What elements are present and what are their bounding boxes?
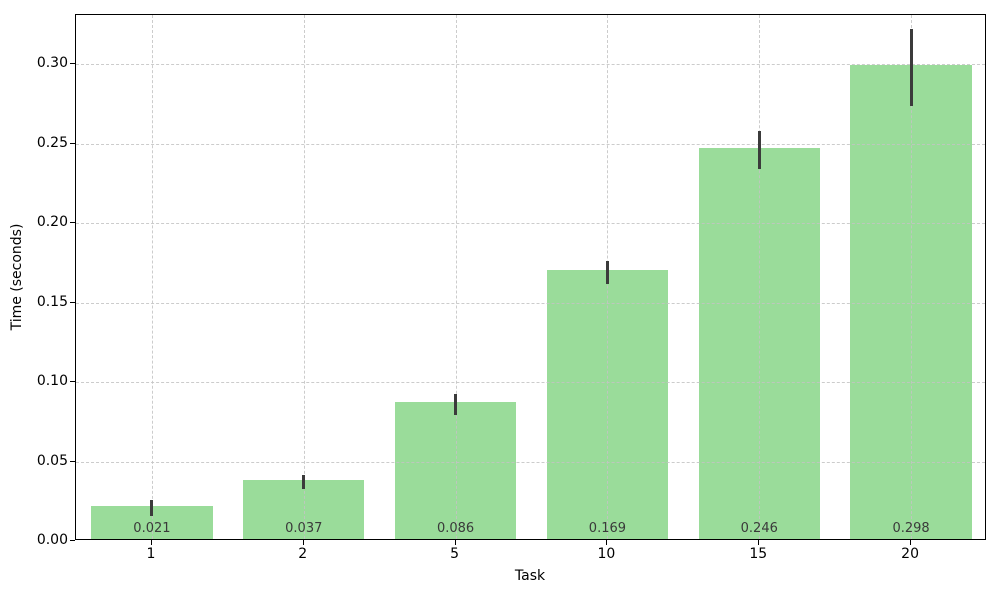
y-tick-label: 0.10 (36, 373, 68, 390)
x-gridline (151, 15, 153, 539)
y-tick-label: 0.05 (36, 452, 68, 469)
bar (243, 480, 365, 539)
error-bar (302, 475, 306, 490)
y-tick-label: 0.15 (36, 293, 68, 310)
error-bar (757, 131, 761, 170)
x-gridline (455, 15, 457, 539)
y-gridline (76, 223, 985, 225)
x-tick-label: 2 (298, 546, 308, 562)
y-tick-mark (70, 460, 75, 462)
y-tick-label: 0.20 (36, 214, 68, 231)
y-tick-label: 0.30 (36, 55, 68, 72)
y-gridline (76, 64, 985, 66)
y-gridline (76, 143, 985, 145)
x-tick-label: 15 (749, 546, 768, 562)
bar-value-label: 0.086 (436, 521, 475, 536)
error-bar (909, 29, 913, 106)
error-bar (605, 261, 609, 284)
x-tick-label: 1 (146, 546, 156, 562)
bar-value-label: 0.169 (588, 521, 627, 536)
y-tick-mark (70, 381, 75, 383)
x-gridline (303, 15, 305, 539)
bar (698, 148, 820, 539)
bar (394, 402, 517, 539)
x-tick-label: 10 (597, 546, 616, 562)
y-tick-label: 0.25 (36, 134, 68, 151)
bar-value-label: 0.246 (740, 521, 778, 536)
bar (546, 270, 669, 539)
y-tick-mark (70, 301, 75, 303)
x-tick-label: 5 (450, 546, 460, 562)
y-gridline (76, 461, 985, 463)
y-gridline (76, 302, 985, 304)
error-bar (150, 499, 154, 516)
y-gridline (76, 382, 985, 384)
bar-value-label: 0.021 (133, 521, 171, 536)
x-axis-label: Task (514, 568, 546, 584)
y-tick-mark (70, 142, 75, 144)
y-axis-label: Time (seconds) (9, 223, 25, 331)
x-tick-mark (758, 540, 760, 545)
x-tick-label: 20 (901, 546, 919, 562)
error-bar (454, 394, 458, 415)
x-tick-mark (150, 540, 152, 545)
bar-value-label: 0.037 (285, 521, 323, 536)
bar-value-label: 0.298 (892, 521, 930, 536)
y-tick-label: 0.00 (36, 532, 68, 548)
y-tick-mark (70, 222, 75, 224)
x-tick-mark (302, 540, 304, 545)
x-tick-mark (454, 540, 456, 545)
x-tick-mark (910, 540, 912, 545)
x-gridline (911, 15, 913, 539)
plot-area: 0.021 0.037 0.086 0.169 0.246 0.298 (75, 14, 986, 540)
x-tick-mark (606, 540, 608, 545)
x-gridline (759, 15, 761, 539)
y-tick-mark (70, 63, 75, 65)
y-tick-mark (70, 540, 75, 541)
